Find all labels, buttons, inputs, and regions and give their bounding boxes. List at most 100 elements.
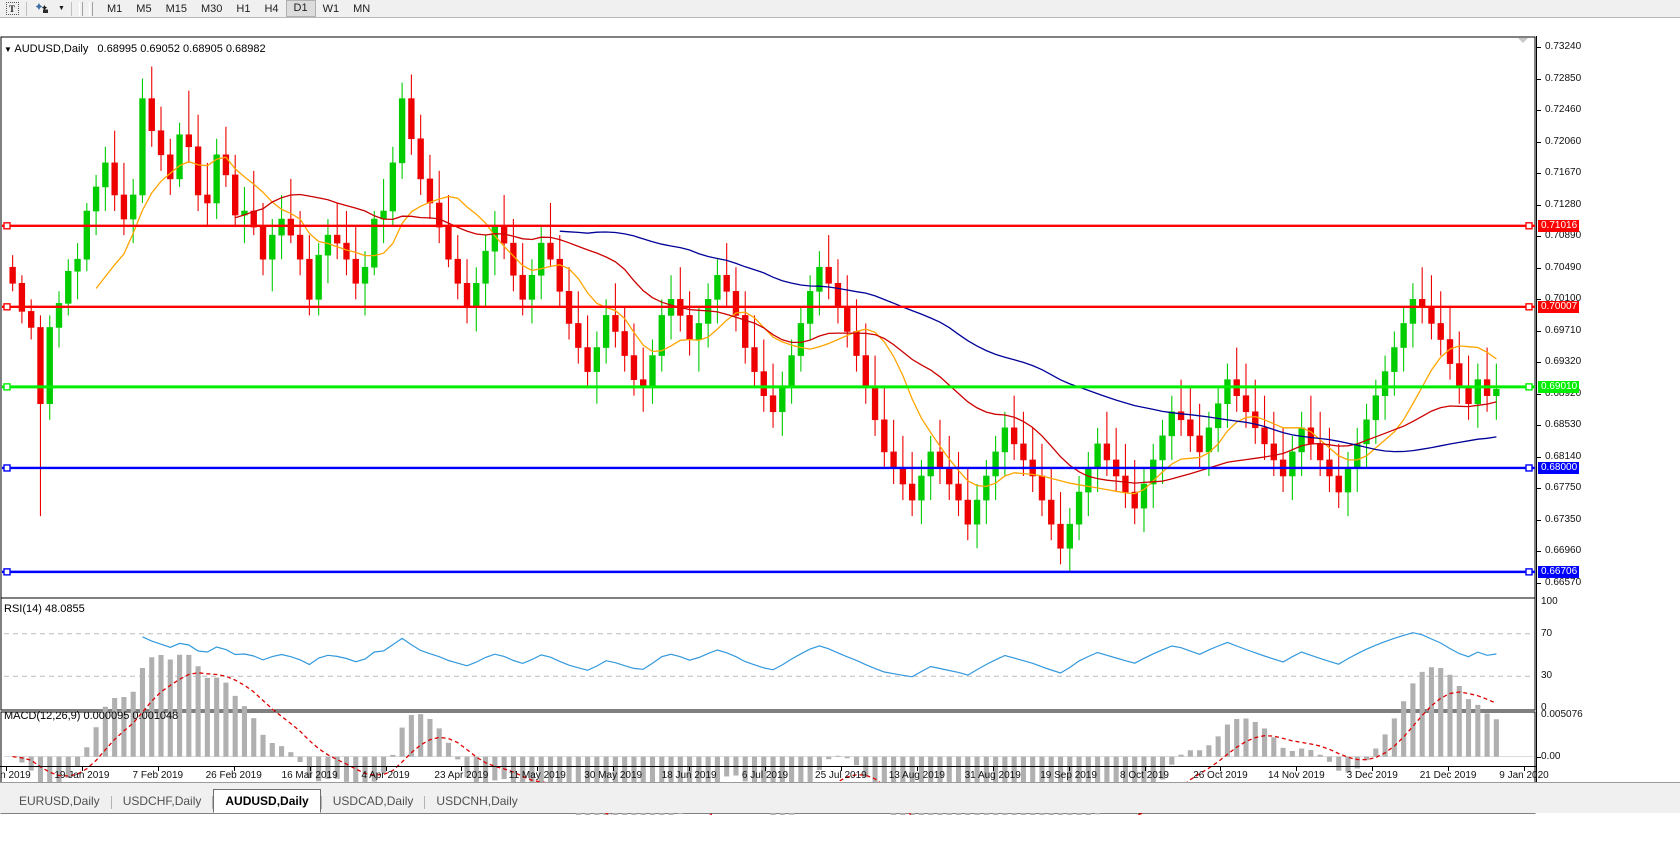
date-axis-tick	[613, 767, 615, 771]
price-axis-label: 0.69710	[1545, 324, 1582, 336]
price-level-badge-support-lower[interactable]: 0.66706	[1538, 565, 1580, 578]
date-axis-label: 18 Jun 2019	[661, 770, 717, 781]
date-axis-tick	[233, 767, 235, 771]
chart-tab-usdcnh[interactable]: USDCNH,Daily	[436, 794, 518, 808]
price-axis-tick	[1537, 109, 1541, 111]
toolbar-divider-2	[71, 1, 72, 16]
price-axis-tick	[1537, 551, 1541, 553]
date-axis-tick	[309, 767, 311, 771]
rsi-indicator-label[interactable]: RSI(14) 48.0855	[4, 603, 85, 615]
price-axis-label: 0.72060	[1545, 135, 1582, 147]
price-level-badge-pivot-line[interactable]: 0.69010	[1538, 380, 1580, 393]
price-axis-label: 0.67750	[1545, 482, 1582, 494]
timeframe-button-m5[interactable]: M5	[136, 2, 152, 15]
price-axis-tick	[1537, 361, 1541, 363]
price-axis-label: 0.68530	[1545, 419, 1582, 431]
date-axis-label: 16 Mar 2019	[281, 770, 338, 781]
date-axis-tick	[765, 767, 766, 771]
price-axis-label: 0.71280	[1545, 198, 1582, 210]
date-axis-label: 13 Aug 2019	[888, 770, 945, 781]
text-label-tool-button[interactable]: T	[2, 1, 22, 17]
date-axis-tick	[689, 767, 691, 771]
chart-area[interactable]: ▼ AUDUSD,Daily 0.68995 0.69052 0.68905 0…	[0, 18, 1680, 815]
macd-axis-label: 0.00	[1541, 750, 1561, 762]
chart-canvas[interactable]	[0, 36, 1536, 815]
price-axis-label: 0.70890	[1545, 229, 1582, 241]
price-axis-tick	[1537, 299, 1541, 301]
price-axis-tick	[1537, 204, 1541, 206]
price-axis-tick	[1537, 456, 1541, 458]
date-axis-tick	[992, 767, 994, 771]
price-axis-label: 0.66570	[1545, 576, 1582, 588]
date-axis-label: 19 Sep 2019	[1040, 770, 1097, 781]
date-axis-tick	[1448, 767, 1450, 771]
date-axis-tick	[1220, 767, 1222, 771]
macd-indicator-label[interactable]: MACD(12,26,9) 0.000095 0.001048	[4, 710, 179, 722]
price-level-badge-resistance-lower[interactable]: 0.70007	[1538, 300, 1580, 313]
date-axis-tick	[157, 767, 159, 771]
timeframe-button-w1[interactable]: W1	[322, 2, 340, 15]
rsi-axis-label: 0	[1541, 702, 1547, 713]
price-level-badge-resistance-upper[interactable]: 0.71016	[1538, 219, 1580, 232]
price-level-badge-support-upper[interactable]: 0.68000	[1538, 461, 1580, 474]
price-axis-tick	[1537, 394, 1541, 396]
tab-divider	[110, 796, 112, 809]
price-axis-tick	[1537, 488, 1541, 490]
date-axis[interactable]: 1 Jan 2019 19 Jan 2019 7 Feb 2019 26 Feb 20…	[0, 766, 1549, 782]
date-axis-label: 26 Oct 2019	[1193, 770, 1248, 781]
price-axis[interactable]: 0.73240 0.72850 0.72460 0.72060 0.71670 0.712…	[1536, 36, 1680, 813]
date-axis-tick	[1372, 767, 1374, 771]
date-axis-tick	[6, 767, 7, 771]
date-axis-label: 26 Feb 2019	[205, 770, 262, 781]
tab-divider	[424, 796, 426, 809]
chevron-down-icon: ▼	[58, 5, 65, 12]
main-toolbar: T ▼ M1 M5 M15 M30 H1 H4 D1 W1 MN	[0, 0, 1680, 18]
templates-button[interactable]	[33, 1, 53, 17]
templates-icon	[35, 3, 48, 13]
date-axis-label: 31 Aug 2019	[964, 770, 1021, 781]
toolbar-grip[interactable]	[79, 1, 83, 16]
price-axis-label: 0.69320	[1545, 355, 1582, 367]
date-axis-label: 8 Oct 2019	[1120, 770, 1169, 781]
price-axis-tick	[1537, 268, 1541, 270]
date-axis-label: 6 Jul 2019	[741, 770, 789, 781]
toolbar-grip-2[interactable]	[89, 1, 93, 16]
timeframe-button-h1[interactable]: H1	[236, 2, 251, 15]
price-axis-tick	[1537, 425, 1541, 427]
chart-tab-eurusd[interactable]: EURUSD,Daily	[19, 794, 100, 808]
price-axis-tick	[1537, 173, 1541, 175]
timeframe-button-mn[interactable]: MN	[353, 2, 371, 15]
rsi-axis-label: 70	[1541, 627, 1553, 639]
price-axis-label: 0.68140	[1545, 450, 1582, 462]
timeframe-button-m15[interactable]: M15	[165, 2, 187, 15]
rsi-axis-label: 30	[1541, 670, 1553, 682]
timeframe-group: M1 M5 M15 M30 H1 H4 D1 W1 MN	[100, 0, 377, 17]
price-axis-tick	[1537, 78, 1541, 80]
triangle-down-icon[interactable]: ▼	[4, 45, 12, 54]
timeframe-button-m30[interactable]: M30	[200, 2, 223, 15]
scroll-indicator-icon[interactable]	[1518, 38, 1528, 43]
date-axis-label: 23 Apr 2019	[434, 770, 489, 781]
chart-tab-usdchf[interactable]: USDCHF,Daily	[122, 794, 202, 808]
date-axis-tick	[1068, 767, 1070, 771]
timeframe-button-h4[interactable]: H4	[264, 2, 279, 15]
chart-tab-usdcad[interactable]: USDCAD,Daily	[332, 794, 414, 808]
text-label-icon: T	[5, 2, 19, 15]
timeframe-button-d1[interactable]: D1	[285, 0, 316, 17]
date-axis-label: 30 May 2019	[584, 770, 643, 781]
macd-axis-tick	[1537, 756, 1541, 758]
date-axis-tick	[385, 767, 387, 771]
price-axis-label: 0.67350	[1545, 514, 1582, 526]
price-axis-tick	[1537, 235, 1541, 237]
templates-dropdown-button[interactable]: ▼	[55, 1, 67, 17]
date-axis-label: 21 Dec 2019	[1419, 770, 1477, 781]
price-axis-tick	[1537, 141, 1541, 143]
tab-divider	[320, 796, 322, 809]
date-axis-label: 25 Jul 2019	[815, 770, 867, 781]
date-axis-tick	[537, 767, 539, 771]
chart-tab-audusd[interactable]: AUDUSD,Daily	[213, 789, 321, 813]
timeframe-button-m1[interactable]: M1	[107, 2, 123, 15]
tab-divider	[212, 796, 214, 809]
price-axis-label: 0.70100	[1545, 293, 1582, 305]
price-axis-tick	[1537, 582, 1541, 584]
